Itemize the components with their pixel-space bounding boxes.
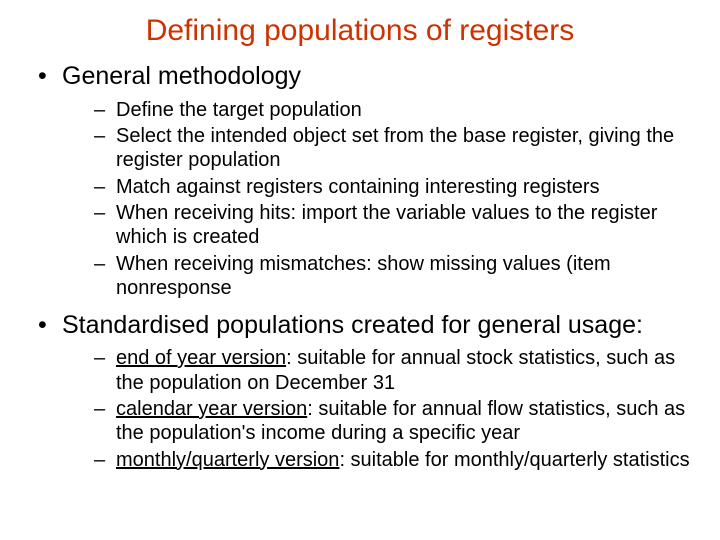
list-item: Select the intended object set from the …: [62, 124, 690, 173]
bullet-list-level1: General methodology Define the target po…: [30, 62, 690, 472]
list-item: Match against registers containing inter…: [62, 175, 690, 199]
section-1-items: Define the target population Select the …: [62, 98, 690, 301]
item-lead: end of year version: [116, 347, 286, 369]
section-1: General methodology Define the target po…: [30, 62, 690, 301]
item-rest: : suitable for monthly/quarterly statist…: [339, 449, 689, 471]
section-2: Standardised populations created for gen…: [30, 311, 690, 472]
item-text: Select the intended object set from the …: [116, 125, 674, 171]
item-text: When receiving mismatches: show missing …: [116, 253, 611, 299]
slide: Defining populations of registers Genera…: [0, 0, 720, 540]
item-lead: calendar year version: [116, 398, 307, 420]
list-item: Define the target population: [62, 98, 690, 122]
section-2-items: end of year version: suitable for annual…: [62, 346, 690, 472]
item-text: When receiving hits: import the variable…: [116, 202, 657, 248]
section-1-heading: General methodology: [62, 62, 301, 90]
item-text: Define the target population: [116, 99, 362, 121]
list-item: monthly/quarterly version: suitable for …: [62, 448, 690, 472]
slide-title: Defining populations of registers: [30, 14, 690, 48]
list-item: When receiving mismatches: show missing …: [62, 252, 690, 301]
list-item: end of year version: suitable for annual…: [62, 346, 690, 395]
item-text: Match against registers containing inter…: [116, 176, 600, 198]
section-2-heading: Standardised populations created for gen…: [62, 311, 643, 339]
list-item: When receiving hits: import the variable…: [62, 201, 690, 250]
item-lead: monthly/quarterly version: [116, 449, 339, 471]
list-item: calendar year version: suitable for annu…: [62, 397, 690, 446]
